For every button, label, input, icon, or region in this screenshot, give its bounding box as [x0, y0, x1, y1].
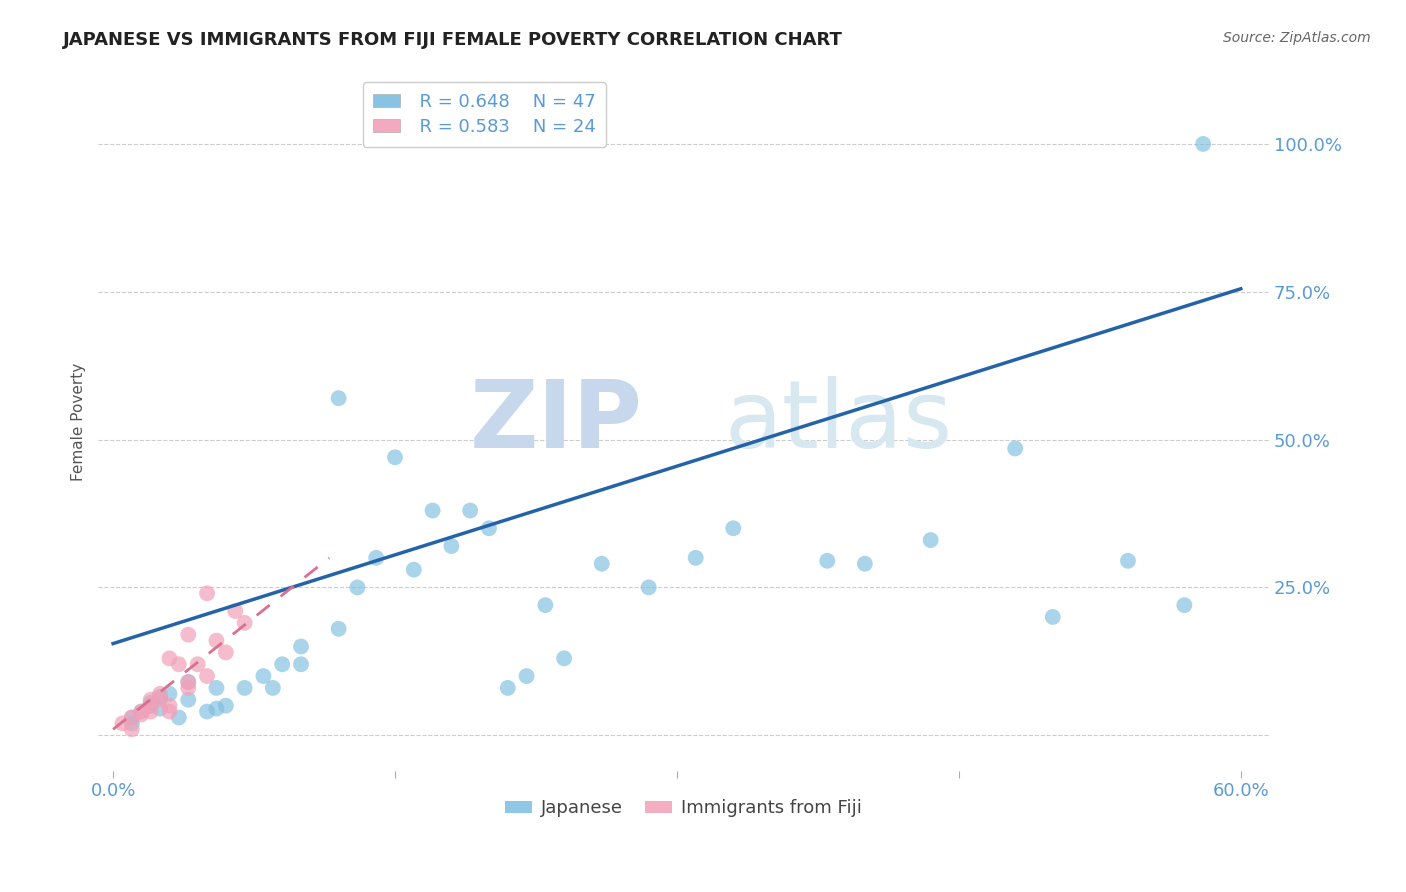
Point — [187, 657, 209, 672]
Point — [205, 681, 228, 695]
Point — [195, 669, 218, 683]
Point — [129, 705, 152, 719]
Point — [167, 657, 190, 672]
Point — [121, 723, 143, 737]
Point — [815, 554, 838, 568]
Point — [177, 692, 200, 706]
Point — [458, 503, 481, 517]
Y-axis label: Female Poverty: Female Poverty — [72, 363, 86, 481]
Point — [139, 698, 162, 713]
Point — [366, 550, 388, 565]
Point — [402, 563, 425, 577]
Point — [496, 681, 519, 695]
Text: ZIP: ZIP — [470, 376, 643, 467]
Point — [328, 622, 350, 636]
Point — [139, 698, 162, 713]
Legend: Japanese, Immigrants from Fiji: Japanese, Immigrants from Fiji — [498, 792, 869, 824]
Point — [177, 675, 200, 690]
Point — [553, 651, 575, 665]
Point — [290, 657, 312, 672]
Point — [129, 705, 152, 719]
Point — [215, 645, 238, 659]
Point — [1116, 554, 1139, 568]
Point — [167, 710, 190, 724]
Point — [149, 692, 172, 706]
Point — [149, 687, 172, 701]
Point — [422, 503, 444, 517]
Point — [346, 581, 368, 595]
Text: atlas: atlas — [724, 376, 953, 467]
Point — [159, 698, 181, 713]
Point — [195, 586, 218, 600]
Point — [1042, 610, 1064, 624]
Point — [853, 557, 876, 571]
Point — [129, 707, 152, 722]
Point — [271, 657, 294, 672]
Text: Source: ZipAtlas.com: Source: ZipAtlas.com — [1223, 31, 1371, 45]
Point — [233, 615, 256, 630]
Point — [177, 628, 200, 642]
Point — [328, 391, 350, 405]
Point — [440, 539, 463, 553]
Point — [139, 692, 162, 706]
Point — [177, 681, 200, 695]
Point — [159, 687, 181, 701]
Point — [149, 701, 172, 715]
Point — [149, 690, 172, 704]
Point — [262, 681, 284, 695]
Point — [723, 521, 745, 535]
Point — [205, 701, 228, 715]
Point — [224, 604, 246, 618]
Point — [205, 633, 228, 648]
Point — [516, 669, 538, 683]
Point — [139, 696, 162, 710]
Point — [591, 557, 613, 571]
Point — [121, 710, 143, 724]
Point — [215, 698, 238, 713]
Point — [384, 450, 406, 465]
Point — [478, 521, 501, 535]
Point — [1192, 136, 1215, 151]
Point — [534, 598, 557, 612]
Point — [290, 640, 312, 654]
Point — [233, 681, 256, 695]
Point — [685, 550, 707, 565]
Point — [1173, 598, 1195, 612]
Point — [920, 533, 942, 547]
Point — [195, 705, 218, 719]
Point — [121, 716, 143, 731]
Point — [177, 675, 200, 690]
Point — [252, 669, 274, 683]
Point — [1004, 442, 1026, 456]
Text: JAPANESE VS IMMIGRANTS FROM FIJI FEMALE POVERTY CORRELATION CHART: JAPANESE VS IMMIGRANTS FROM FIJI FEMALE … — [63, 31, 844, 49]
Point — [159, 651, 181, 665]
Point — [637, 581, 659, 595]
Point — [159, 705, 181, 719]
Point — [121, 710, 143, 724]
Point — [139, 705, 162, 719]
Point — [111, 716, 134, 731]
